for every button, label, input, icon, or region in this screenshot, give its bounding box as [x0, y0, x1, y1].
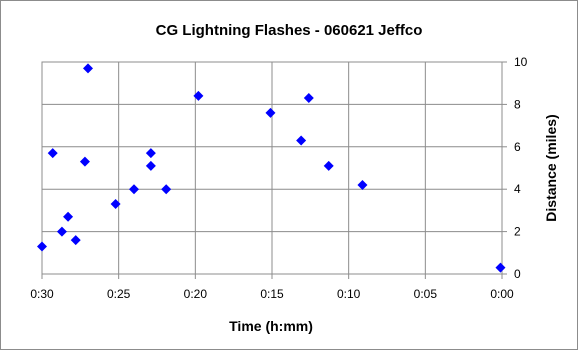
data-point — [79, 156, 90, 167]
y-tick-label: 2 — [514, 225, 521, 239]
x-tick-label: 0:30 — [30, 287, 54, 301]
data-point — [323, 160, 334, 171]
data-point — [129, 184, 139, 195]
data-point — [357, 179, 368, 190]
data-points — [37, 63, 506, 273]
data-point — [145, 160, 156, 171]
data-point — [63, 211, 74, 222]
data-point — [193, 90, 204, 101]
gridlines — [41, 61, 503, 275]
x-axis-title: Time (h:mm) — [229, 318, 313, 334]
y-tick-label: 10 — [514, 55, 528, 69]
data-point — [110, 199, 121, 210]
data-point — [303, 93, 314, 104]
y-tick-label: 4 — [514, 182, 521, 196]
y-tick-label: 6 — [514, 140, 521, 154]
data-point — [265, 107, 276, 118]
x-tick-label: 0:00 — [490, 287, 514, 301]
data-point — [161, 184, 172, 195]
data-point — [37, 241, 47, 252]
data-point — [145, 148, 156, 159]
data-point — [47, 148, 58, 159]
chart-title: CG Lightning Flashes - 060621 Jeffco — [156, 22, 423, 39]
data-point — [296, 135, 307, 146]
y-axis-ticks: 0 2 4 6 8 10 — [502, 55, 528, 281]
y-tick-label: 0 — [514, 267, 521, 281]
data-point — [83, 63, 93, 74]
x-tick-label: 0:25 — [107, 287, 131, 301]
x-axis-ticks: 0:30 0:25 0:20 0:15 0:10 0:05 0:00 — [30, 274, 514, 301]
data-point — [56, 226, 67, 237]
data-point — [495, 262, 506, 273]
x-tick-label: 0:05 — [414, 287, 438, 301]
x-tick-label: 0:20 — [184, 287, 208, 301]
x-tick-label: 0:10 — [337, 287, 361, 301]
x-tick-label: 0:15 — [260, 287, 284, 301]
y-axis-title: Distance (miles) — [543, 114, 559, 221]
y-tick-label: 8 — [514, 97, 521, 111]
data-point — [70, 235, 81, 246]
